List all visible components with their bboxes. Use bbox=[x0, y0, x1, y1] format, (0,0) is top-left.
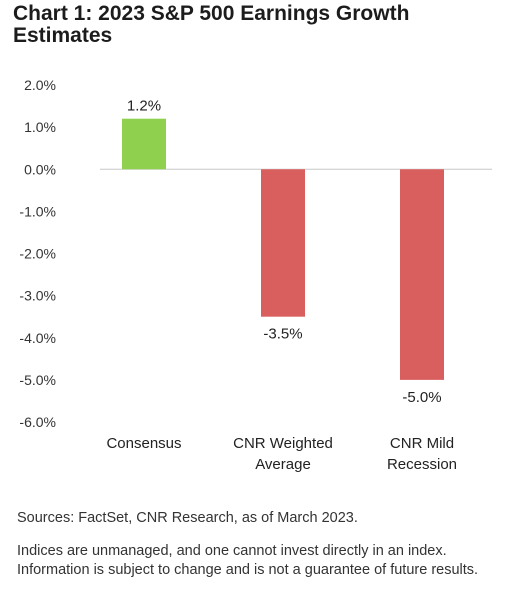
x-axis-labels: Consensus CNR Weighted Average CNR Mild Rece… bbox=[106, 435, 457, 473]
data-label: -5.0% bbox=[402, 389, 441, 406]
bar bbox=[122, 118, 166, 170]
y-tick-label: 1.0% bbox=[24, 119, 56, 135]
bar-chart: 2.0% 1.0% 0.0% -1.0% -2.0% -3.0% -4.0% -5.0% -6.… bbox=[19, 77, 492, 473]
x-tick-label: Recession bbox=[387, 456, 457, 473]
x-tick-label: Consensus bbox=[106, 435, 181, 452]
data-labels: 1.2% -3.5% -5.0% bbox=[127, 98, 442, 406]
chart-title: Chart 1: 2023 S&P 500 Earnings Growth Es… bbox=[13, 2, 410, 47]
bar bbox=[261, 169, 305, 317]
data-label: -3.5% bbox=[263, 326, 302, 343]
source-note: Sources: FactSet, CNR Research, as of Ma… bbox=[17, 510, 358, 526]
bars bbox=[122, 118, 444, 380]
x-tick-label: CNR Mild bbox=[390, 435, 454, 452]
data-label: 1.2% bbox=[127, 98, 161, 115]
y-tick-label: -2.0% bbox=[19, 246, 56, 262]
disclaimer-note: Indices are unmanaged, and one cannot in… bbox=[17, 543, 479, 578]
y-tick-label: -3.0% bbox=[19, 288, 56, 304]
y-tick-label: 0.0% bbox=[24, 161, 56, 177]
y-tick-label: -6.0% bbox=[19, 414, 56, 430]
y-tick-label: -5.0% bbox=[19, 372, 56, 388]
y-tick-label: 2.0% bbox=[24, 77, 56, 93]
bar bbox=[400, 169, 444, 380]
y-axis-ticks: 2.0% 1.0% 0.0% -1.0% -2.0% -3.0% -4.0% -5.0% -6.… bbox=[19, 77, 56, 430]
y-tick-label: -4.0% bbox=[19, 330, 56, 346]
y-tick-label: -1.0% bbox=[19, 203, 56, 219]
x-tick-label: CNR Weighted bbox=[233, 435, 333, 452]
x-tick-label: Average bbox=[255, 456, 311, 473]
